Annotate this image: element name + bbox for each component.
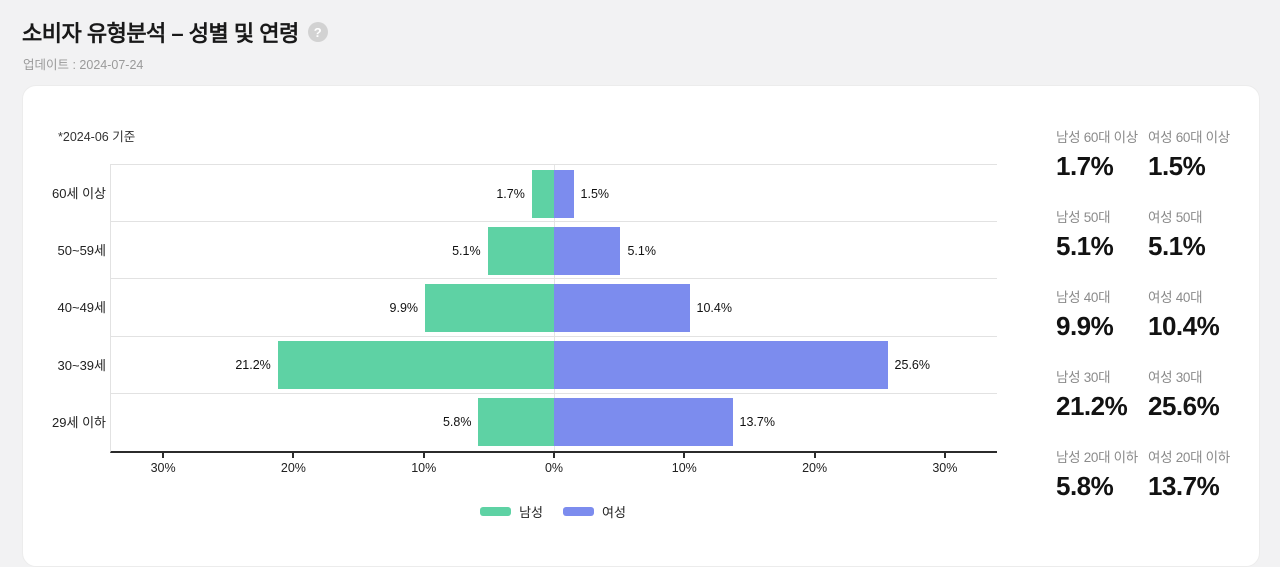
chart-row	[111, 337, 997, 394]
summary-female: 여성 20대 이하 13.7%	[1148, 446, 1240, 502]
y-axis-label: 40~49세	[57, 300, 106, 316]
legend-swatch	[563, 507, 594, 516]
chart-row	[111, 279, 997, 337]
y-axis-label: 29세 이하	[52, 414, 106, 430]
page-header: 소비자 유형분석 – 성별 및 연령 ?	[22, 16, 328, 48]
x-axis-tick	[292, 453, 295, 458]
legend-item-female[interactable]: 여성	[563, 502, 626, 521]
summary-label: 남성 50대	[1056, 210, 1111, 225]
bar-value-female: 1.5%	[580, 186, 610, 201]
summary-male: 남성 20대 이하 5.8%	[1056, 446, 1148, 502]
summary-label: 남성 40대	[1056, 290, 1111, 305]
summary-row: 남성 40대 9.9% 여성 40대 10.4%	[1056, 286, 1256, 342]
bar-value-female: 5.1%	[627, 243, 656, 258]
summary-male: 남성 50대 5.1%	[1056, 206, 1148, 262]
summary-value: 9.9%	[1056, 311, 1114, 341]
summary-value: 1.5%	[1148, 151, 1206, 181]
summary-label: 남성 60대 이상	[1056, 130, 1138, 145]
legend-label: 남성	[519, 505, 543, 520]
summary-female: 여성 40대 10.4%	[1148, 286, 1240, 342]
x-axis-tick-label: 30%	[150, 461, 176, 475]
bar-male[interactable]	[425, 284, 554, 332]
bar-female[interactable]	[554, 341, 888, 390]
bar-female[interactable]	[554, 398, 733, 447]
summary-value: 5.1%	[1056, 231, 1114, 261]
bar-male[interactable]	[478, 398, 554, 447]
x-axis-tick-label: 30%	[932, 461, 958, 475]
x-axis-tick	[943, 453, 946, 458]
summary-value: 5.8%	[1056, 471, 1114, 501]
x-axis-tick	[813, 453, 816, 458]
x-axis-tick	[422, 453, 425, 458]
bar-value-female: 25.6%	[894, 358, 930, 373]
summary-label: 남성 20대 이하	[1056, 450, 1138, 465]
summary-label: 여성 20대 이하	[1148, 450, 1230, 465]
summary-female: 여성 60대 이상 1.5%	[1148, 126, 1240, 182]
legend-swatch	[480, 507, 512, 516]
summary-value: 25.6%	[1148, 391, 1220, 421]
bar-value-female: 13.7%	[739, 415, 775, 430]
summary-value: 10.4%	[1148, 311, 1220, 341]
legend-item-male[interactable]: 남성	[480, 502, 543, 521]
x-axis-tick	[553, 453, 555, 458]
chart-card: *2024-06 기준 60세 이상 50~59세 40~49세 30~39세 29세 …	[22, 85, 1260, 567]
summary-value: 13.7%	[1148, 471, 1220, 501]
x-axis-tick-label: 10%	[671, 461, 697, 475]
summary-male: 남성 60대 이상 1.7%	[1056, 126, 1148, 182]
summary-male: 남성 30대 21.2%	[1056, 366, 1148, 422]
bar-female[interactable]	[554, 169, 574, 218]
x-axis-tick-label: 20%	[802, 461, 828, 475]
summary-label: 여성 50대	[1148, 210, 1203, 225]
update-timestamp: 업데이트 : 2024-07-24	[23, 58, 144, 72]
y-axis-labels: 60세 이상 50~59세 40~49세 30~39세 29세 이하	[23, 164, 106, 450]
chart-row	[111, 165, 997, 223]
reference-date-note: *2024-06 기준	[58, 130, 136, 144]
summary-label: 여성 60대 이상	[1148, 130, 1230, 145]
bar-male[interactable]	[277, 341, 554, 390]
x-axis-tick-label: 20%	[280, 461, 306, 475]
bar-female[interactable]	[554, 226, 621, 275]
summary-label: 여성 40대	[1148, 290, 1203, 305]
summary-row: 남성 50대 5.1% 여성 50대 5.1%	[1056, 206, 1256, 262]
summary-value: 1.7%	[1056, 151, 1114, 181]
bar-value-male: 5.8%	[442, 415, 472, 430]
chart-row	[111, 222, 997, 280]
x-axis-tick	[162, 453, 165, 458]
page-title: 소비자 유형분석 – 성별 및 연령	[22, 21, 299, 46]
y-axis-label: 50~59세	[57, 243, 106, 259]
summary-row: 남성 30대 21.2% 여성 30대 25.6%	[1056, 366, 1256, 422]
summary-value: 5.1%	[1148, 231, 1206, 261]
x-axis-tick-label: 0%	[544, 461, 564, 475]
x-axis-tick	[683, 453, 686, 458]
summary-label: 여성 30대	[1148, 370, 1203, 385]
summary-female: 여성 30대 25.6%	[1148, 366, 1240, 422]
legend-label: 여성	[602, 505, 626, 520]
summary-female: 여성 50대 5.1%	[1148, 206, 1240, 262]
y-axis-label: 30~39세	[57, 357, 106, 373]
summary-male: 남성 40대 9.9%	[1056, 286, 1148, 342]
bar-male[interactable]	[487, 226, 554, 275]
bar-value-female: 10.4%	[696, 301, 732, 315]
bar-male[interactable]	[531, 169, 554, 218]
summary-panel: 남성 60대 이상 1.7% 여성 60대 이상 1.5% 남성 50대 5.1% 여성 5…	[1056, 126, 1256, 526]
summary-row: 남성 20대 이하 5.8% 여성 20대 이하 13.7%	[1056, 446, 1256, 502]
summary-value: 21.2%	[1056, 391, 1128, 421]
summary-row: 남성 60대 이상 1.7% 여성 60대 이상 1.5%	[1056, 126, 1256, 182]
bar-value-male: 21.2%	[235, 358, 271, 373]
bar-female[interactable]	[554, 284, 690, 332]
y-axis-label: 60세 이상	[52, 186, 106, 202]
bar-value-male: 1.7%	[496, 186, 525, 201]
plot-area: 1.7% 1.5% 5.1% 5.1% 9.9% 10.4% 21.2% 25.6% 5.8% 1…	[110, 164, 997, 475]
x-axis-tick-label: 10%	[411, 461, 437, 475]
help-icon[interactable]: ?	[307, 22, 328, 42]
bar-value-male: 9.9%	[389, 301, 419, 315]
summary-label: 남성 30대	[1056, 370, 1111, 385]
bar-value-male: 5.1%	[452, 243, 481, 258]
chart-legend: 남성 여성	[110, 502, 996, 521]
